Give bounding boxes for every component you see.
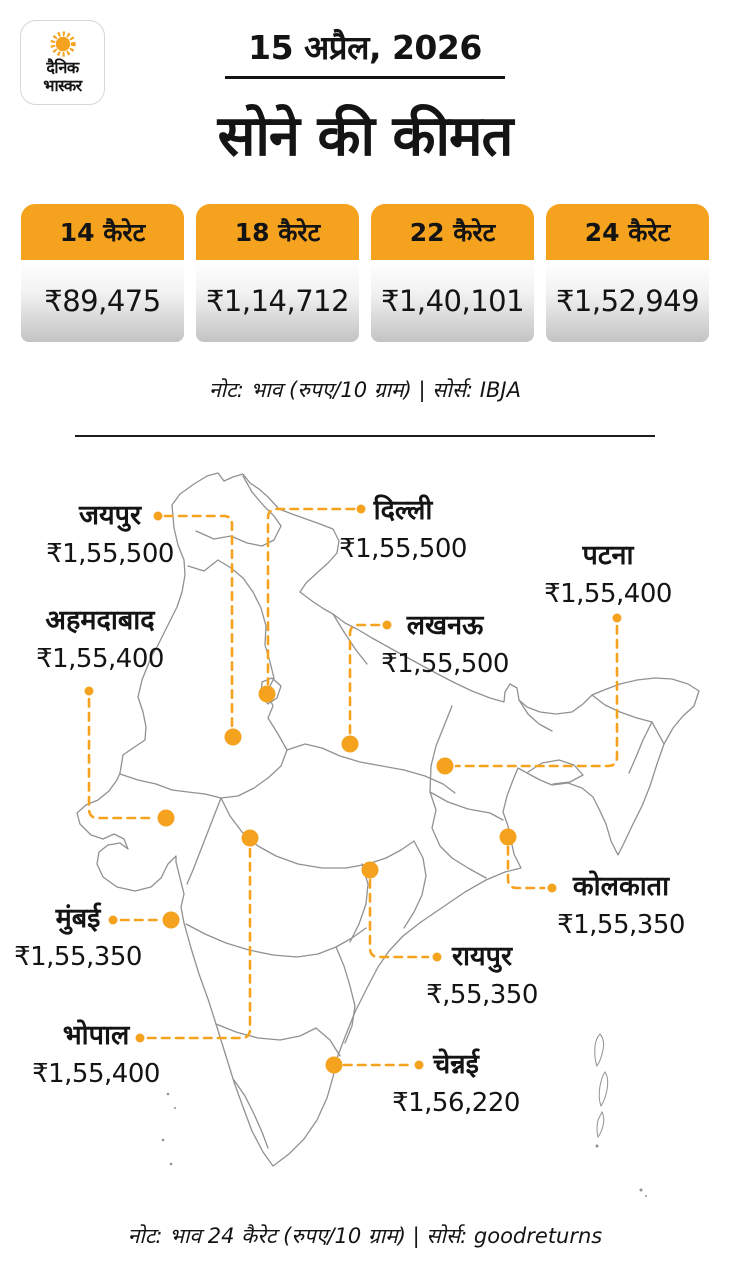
date-text: 15 अप्रैल, 2026 bbox=[248, 28, 482, 67]
ahmedabad-connector-line bbox=[87, 697, 157, 820]
mumbai-marker-dot bbox=[162, 911, 180, 929]
city-name: जयपुर bbox=[78, 500, 142, 531]
city-price: ₹1,55,400 bbox=[32, 1059, 160, 1089]
city-price: ₹1,55,500 bbox=[46, 539, 174, 569]
raipur-marker-dot bbox=[361, 861, 379, 879]
city-price: ₹1,55,500 bbox=[339, 534, 467, 564]
jaipur-connector-line bbox=[163, 514, 234, 729]
city-label-raipur: रायपुर ₹,55,350 bbox=[407, 938, 557, 1010]
city-name: मुंबई bbox=[55, 903, 101, 934]
chennai-label-dot bbox=[414, 1060, 424, 1070]
bhopal-marker-dot bbox=[241, 829, 259, 847]
price-card-18k: 18 कैरेट ₹1,14,712 bbox=[196, 204, 359, 342]
jaipur-marker-dot bbox=[224, 728, 242, 746]
section-divider bbox=[75, 435, 655, 437]
city-price: ₹1,55,350 bbox=[14, 942, 142, 972]
label-anchor-dots bbox=[84, 504, 622, 1070]
delhi-connector-line bbox=[266, 507, 356, 686]
city-connectors bbox=[87, 507, 619, 1067]
city-label-ahmedabad: अहमदाबाद ₹1,55,400 bbox=[25, 602, 175, 674]
ahmedabad-marker-dot bbox=[157, 809, 175, 827]
chennai-marker-dot bbox=[325, 1056, 343, 1074]
note-source-goodreturns: नोट: भाव 24 कैरेट (रुपए/10 ग्राम) | सोर्… bbox=[127, 1224, 603, 1248]
city-name: दिल्ली bbox=[373, 495, 433, 526]
city-label-bhopal: भोपाल ₹1,55,400 bbox=[21, 1017, 171, 1089]
delhi-marker-dot bbox=[258, 685, 276, 703]
karat-price: ₹1,52,949 bbox=[546, 260, 709, 342]
page-title: सोने की कीमत bbox=[217, 104, 514, 169]
patna-marker-dot bbox=[436, 757, 454, 775]
mumbai-label-dot bbox=[108, 915, 118, 925]
sun-icon bbox=[49, 31, 76, 57]
karat-price-cards: 14 कैरेट ₹89,475 18 कैरेट ₹1,14,712 22 क… bbox=[21, 204, 709, 342]
patna-connector-line bbox=[454, 624, 619, 768]
raipur-label-dot bbox=[432, 952, 442, 962]
price-card-14k: 14 कैरेट ₹89,475 bbox=[21, 204, 184, 342]
city-price: ₹1,55,400 bbox=[544, 579, 672, 609]
city-label-lucknow: लखनऊ ₹1,55,500 bbox=[370, 607, 520, 679]
city-name: रायपुर bbox=[451, 941, 513, 972]
note-source-ibja: नोट: भाव (रुपए/10 ग्राम) | सोर्स: IBJA bbox=[209, 378, 521, 402]
lucknow-connector-line bbox=[348, 623, 381, 735]
city-label-jaipur: जयपुर ₹1,55,500 bbox=[35, 497, 185, 569]
bhopal-label-dot bbox=[135, 1033, 145, 1043]
island-chains bbox=[161, 1033, 647, 1197]
karat-label: 18 कैरेट bbox=[196, 204, 359, 260]
kolkata-marker-dot bbox=[499, 828, 517, 846]
city-label-chennai: चेन्नई ₹1,56,220 bbox=[381, 1046, 531, 1118]
karat-price: ₹1,40,101 bbox=[371, 260, 534, 342]
ahmedabad-label-dot bbox=[84, 686, 94, 696]
karat-price: ₹1,14,712 bbox=[196, 260, 359, 342]
city-price: ₹,55,350 bbox=[426, 980, 538, 1010]
date-heading: 15 अप्रैल, 2026 bbox=[0, 24, 730, 79]
city-name: अहमदाबाद bbox=[45, 605, 155, 636]
city-name: कोलकाता bbox=[572, 871, 670, 902]
raipur-connector-line bbox=[368, 878, 430, 959]
state-boundaries bbox=[119, 475, 665, 1149]
city-name: चेन्नई bbox=[433, 1049, 479, 1080]
bhopal-connector-line bbox=[146, 847, 252, 1040]
dainik-bhaskar-logo: दैनिक भास्कर bbox=[20, 20, 105, 105]
date-underline bbox=[225, 76, 505, 79]
city-name: लखनऊ bbox=[406, 610, 484, 641]
city-label-kolkata: कोलकाता ₹1,55,350 bbox=[546, 868, 696, 940]
jaipur-label-dot bbox=[153, 511, 163, 521]
price-card-22k: 22 कैरेट ₹1,40,101 bbox=[371, 204, 534, 342]
price-card-24k: 24 कैरेट ₹1,52,949 bbox=[546, 204, 709, 342]
city-price: ₹1,55,400 bbox=[36, 644, 164, 674]
city-price: ₹1,55,350 bbox=[557, 910, 685, 940]
karat-label: 14 कैरेट bbox=[21, 204, 184, 260]
delhi-label-dot bbox=[356, 504, 366, 514]
city-label-patna: पटना ₹1,55,400 bbox=[533, 537, 683, 609]
karat-label: 24 कैरेट bbox=[546, 204, 709, 260]
city-name: पटना bbox=[582, 540, 634, 571]
city-marker-dots bbox=[157, 685, 517, 1074]
city-label-mumbai: मुंबई ₹1,55,350 bbox=[3, 900, 153, 972]
patna-label-dot bbox=[612, 613, 622, 623]
logo-text-line1: दैनिक bbox=[46, 58, 79, 77]
logo-text-line2: भास्कर bbox=[43, 76, 82, 95]
kolkata-connector-line bbox=[506, 845, 546, 890]
lucknow-marker-dot bbox=[341, 735, 359, 753]
kolkata-label-dot bbox=[547, 883, 557, 893]
karat-price: ₹89,475 bbox=[21, 260, 184, 342]
city-price: ₹1,55,500 bbox=[381, 649, 509, 679]
karat-label: 22 कैरेट bbox=[371, 204, 534, 260]
city-name: भोपाल bbox=[62, 1020, 130, 1051]
city-label-delhi: दिल्ली ₹1,55,500 bbox=[328, 492, 478, 564]
lucknow-label-dot bbox=[382, 620, 392, 630]
city-price: ₹1,56,220 bbox=[392, 1088, 520, 1118]
